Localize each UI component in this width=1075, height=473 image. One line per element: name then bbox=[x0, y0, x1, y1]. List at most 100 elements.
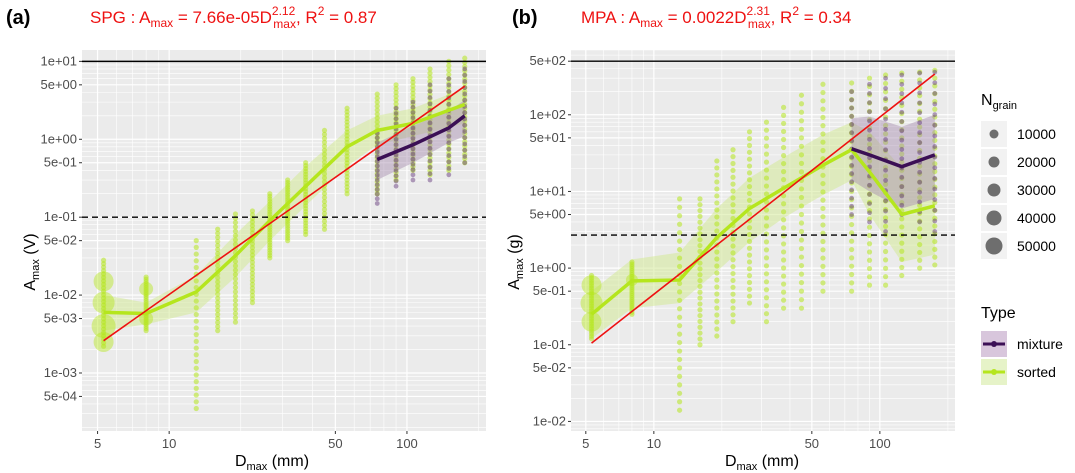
sorted-point bbox=[232, 267, 239, 273]
power-law-fit-line bbox=[103, 85, 466, 342]
sorted-point bbox=[393, 86, 399, 92]
sorted-point bbox=[917, 265, 923, 271]
sorted-point bbox=[374, 91, 380, 97]
sorted-point bbox=[932, 75, 938, 81]
sorted-point bbox=[932, 238, 938, 245]
sorted-point bbox=[697, 266, 703, 272]
sorted-point bbox=[676, 263, 683, 270]
sorted-point bbox=[899, 175, 905, 181]
sorted-point bbox=[410, 149, 416, 155]
sorted-point-column bbox=[676, 196, 683, 413]
gridlines bbox=[82, 50, 486, 431]
sorted-point bbox=[676, 339, 683, 346]
sorted-point bbox=[780, 281, 787, 287]
sorted-point bbox=[249, 259, 256, 265]
sorted-point bbox=[714, 312, 720, 318]
sorted-point bbox=[763, 287, 770, 293]
mixture-point bbox=[393, 173, 399, 179]
sorted-point bbox=[215, 291, 221, 297]
x-tick-label: 10 bbox=[162, 436, 176, 451]
mixture-point bbox=[393, 116, 399, 122]
legend-size-label: 40000 bbox=[1017, 210, 1056, 226]
mixture-point bbox=[849, 187, 855, 193]
mixture-point bbox=[883, 218, 888, 224]
sorted-point bbox=[820, 272, 826, 278]
sorted-point bbox=[232, 306, 239, 312]
sorted-point bbox=[446, 84, 452, 91]
y-tick-label: 1e-03 bbox=[44, 365, 77, 380]
sorted-point bbox=[321, 179, 328, 185]
sorted-point bbox=[780, 144, 787, 151]
mixture-point bbox=[899, 91, 905, 97]
sorted-point bbox=[899, 264, 905, 271]
sorted-point bbox=[730, 174, 736, 180]
mixture-point bbox=[932, 144, 938, 149]
sorted-point bbox=[746, 183, 753, 190]
sorted-point bbox=[899, 110, 905, 117]
mixture-point bbox=[849, 203, 855, 209]
sorted-point bbox=[730, 147, 736, 153]
mixture-point bbox=[899, 184, 905, 190]
sorted-point bbox=[746, 245, 753, 251]
sorted-point bbox=[780, 112, 787, 118]
sorted-point bbox=[820, 81, 826, 87]
sorted-point bbox=[462, 147, 468, 153]
sorted-point bbox=[763, 247, 770, 253]
sorted-point bbox=[866, 108, 873, 114]
sorted-point bbox=[917, 226, 923, 232]
mixture-point bbox=[410, 167, 416, 173]
mixture-point bbox=[899, 137, 905, 143]
sorted-point bbox=[676, 221, 683, 227]
sorted-point bbox=[899, 143, 905, 149]
x-tick-label: 5 bbox=[582, 436, 589, 451]
mixture-point bbox=[883, 229, 888, 234]
mixture-point bbox=[446, 153, 452, 158]
sorted-point bbox=[215, 279, 221, 285]
sorted-point bbox=[820, 214, 826, 220]
sorted-point bbox=[714, 214, 720, 220]
sorted-point bbox=[798, 220, 805, 226]
sorted-point bbox=[932, 223, 938, 229]
sorted-point bbox=[780, 257, 787, 263]
sorted-point bbox=[763, 279, 770, 285]
sorted-point bbox=[427, 155, 433, 161]
mixture-point bbox=[410, 177, 416, 183]
sorted-point bbox=[697, 272, 703, 278]
sorted-point-large bbox=[581, 275, 602, 296]
sorted-point bbox=[917, 108, 923, 114]
sorted-point bbox=[932, 130, 938, 136]
sorted-point bbox=[730, 319, 736, 325]
sorted-point bbox=[588, 272, 595, 279]
mixture-point bbox=[393, 105, 399, 111]
sorted-point bbox=[446, 145, 452, 152]
sorted-point bbox=[427, 79, 433, 85]
sorted-point bbox=[462, 68, 468, 74]
sorted-point bbox=[393, 89, 399, 96]
sorted-point bbox=[866, 141, 873, 148]
sorted-point bbox=[866, 224, 873, 230]
sorted-point bbox=[427, 142, 433, 148]
sorted-point bbox=[321, 195, 328, 201]
sorted-point bbox=[427, 83, 433, 89]
x-tick-label: 50 bbox=[328, 436, 342, 451]
sorted-point-column bbox=[780, 104, 787, 311]
sorted-point bbox=[393, 135, 399, 141]
mixture-point-column bbox=[883, 75, 888, 234]
mixture-point bbox=[427, 88, 433, 94]
sorted-point bbox=[410, 83, 416, 89]
sorted-point-column bbox=[882, 72, 889, 288]
panel-a: (a) SPG : Amax = 7.66e-05D2.12 max, R2 = … bbox=[6, 4, 486, 473]
sorted-point bbox=[676, 356, 683, 363]
sorted-point bbox=[410, 164, 416, 170]
sorted-point bbox=[899, 159, 905, 165]
sorted-point bbox=[932, 145, 938, 151]
legend-size-label: 30000 bbox=[1017, 182, 1056, 198]
sorted-point bbox=[249, 241, 256, 247]
sorted-point bbox=[462, 118, 468, 124]
mixture-point bbox=[883, 86, 888, 91]
mixture-point bbox=[446, 101, 452, 107]
sorted-point bbox=[882, 106, 889, 112]
sorted-point bbox=[374, 95, 380, 101]
sorted-point bbox=[249, 208, 256, 214]
y-tick-labels: 5e+02 1e+02 5e+01 1e+01 5e+00 1e+00 5e-01 1e-01… bbox=[529, 53, 571, 428]
